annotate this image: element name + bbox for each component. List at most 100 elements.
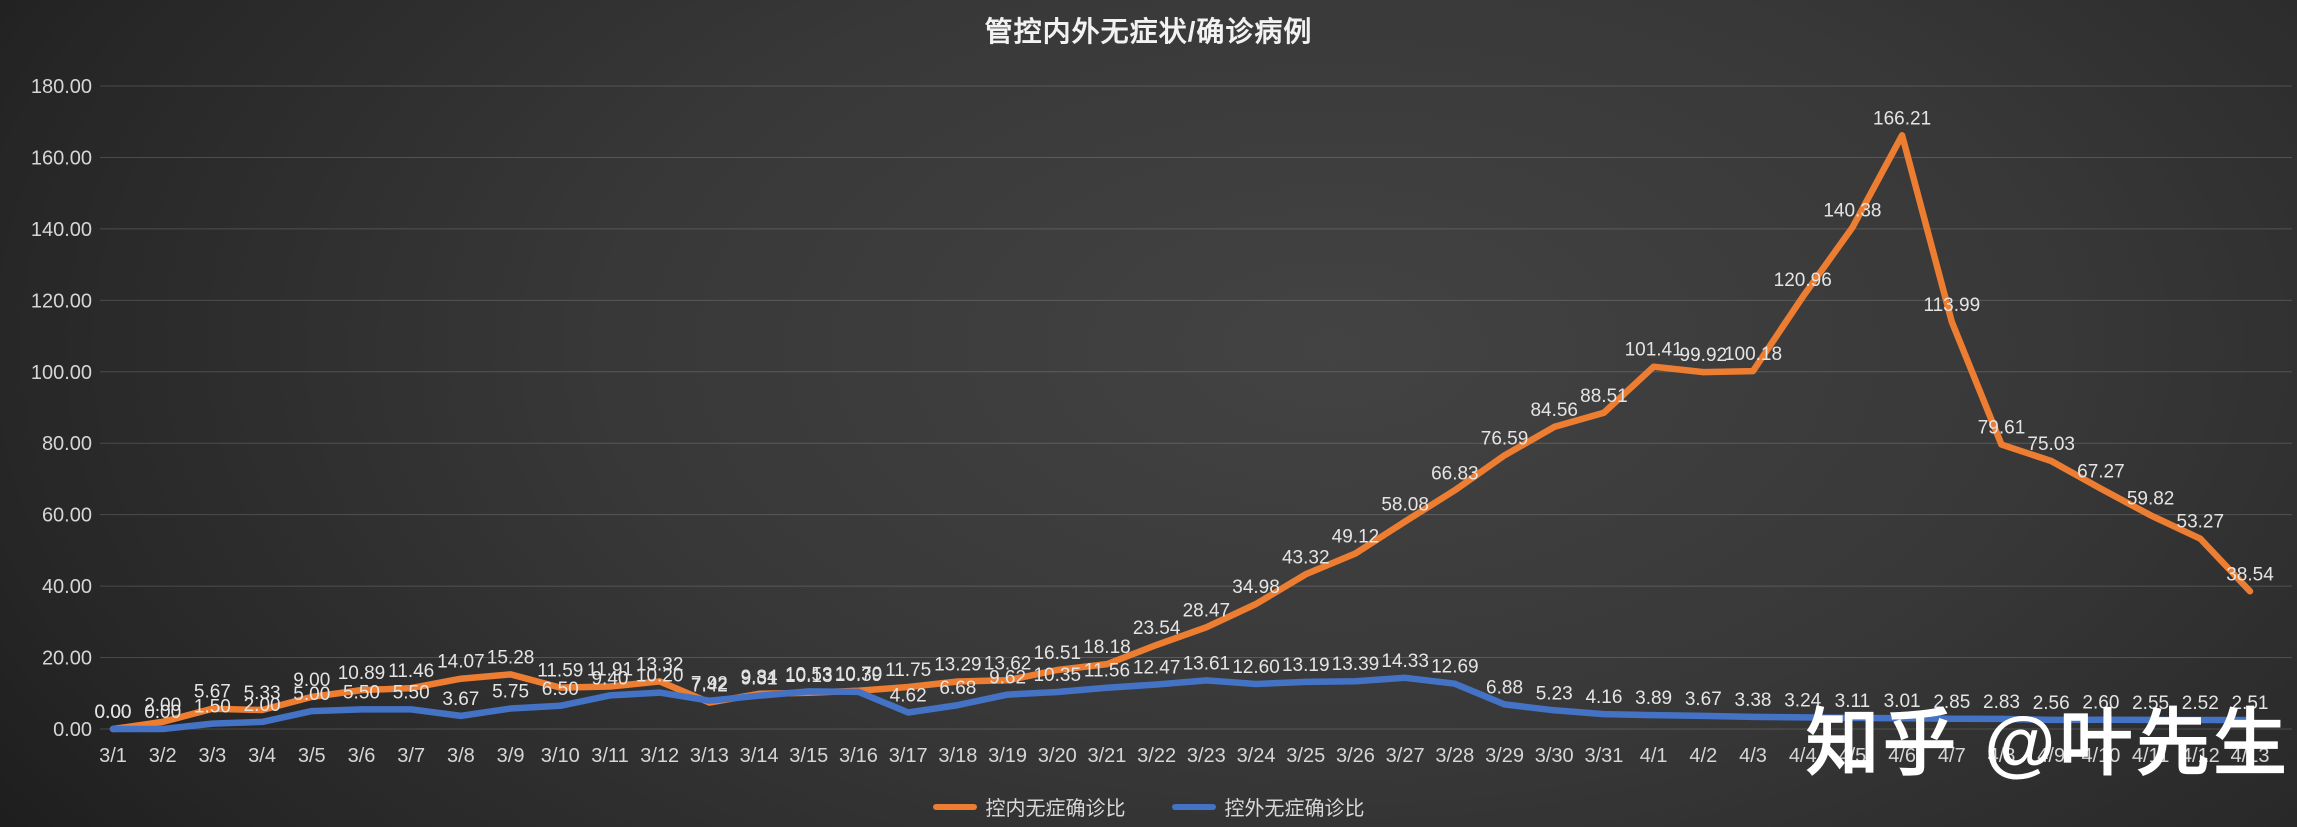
legend-swatch-outer [1171, 803, 1216, 810]
data-label-outer: 2.00 [244, 695, 281, 716]
data-label-outer: 2.60 [2082, 693, 2119, 714]
x-tick-label: 4/11 [2132, 745, 2169, 767]
data-label-outer: 11.56 [1084, 661, 1130, 682]
x-tick-label: 4/9 [2037, 745, 2065, 767]
data-label-inner: 11.91 [587, 659, 633, 680]
data-label-outer: 2.51 [2232, 693, 2269, 714]
series-line-outer [109, 674, 2254, 733]
data-label-outer: 13.61 [1183, 653, 1231, 674]
data-label-inner: 66.83 [1431, 463, 1479, 484]
data-label-outer: 3.11 [1835, 691, 1871, 712]
data-label-outer: 3.24 [1784, 690, 1821, 711]
data-label-outer: 9.40 [591, 668, 628, 689]
data-label-inner: 84.56 [1530, 400, 1578, 421]
data-label-inner: 13.32 [636, 654, 684, 675]
data-label-inner: 79.61 [1978, 418, 2026, 439]
data-label-outer: 6.88 [1486, 677, 1523, 698]
x-tick-label: 3/4 [248, 745, 276, 767]
y-tick-label: 140.00 [31, 219, 92, 241]
data-label-outer: 10.35 [1033, 665, 1081, 686]
x-tick-label: 4/13 [2231, 745, 2270, 767]
x-tick-label: 3/20 [1038, 745, 1077, 767]
legend-item-outer: 控外无症确诊比 [1171, 792, 1365, 821]
x-tick-label: 3/6 [348, 745, 376, 767]
data-label-outer: 2.52 [2182, 693, 2219, 714]
y-tick-label: 60.00 [42, 505, 92, 527]
data-label-inner: 101.41 [1625, 340, 1683, 361]
data-label-inner: 166.21 [1873, 108, 1931, 129]
x-tick-label: 3/13 [690, 745, 729, 767]
data-label-outer: 14.33 [1381, 651, 1429, 672]
x-tick-label: 4/7 [1938, 745, 1966, 767]
data-label-outer: 0.00 [95, 702, 132, 723]
x-tick-label: 3/14 [740, 745, 779, 767]
x-tick-label: 3/19 [988, 745, 1027, 767]
x-tick-label: 4/1 [1640, 745, 1668, 767]
data-label-inner: 18.18 [1083, 637, 1131, 658]
x-tick-label: 3/1 [99, 745, 127, 767]
data-label-outer: 1.50 [194, 697, 231, 718]
data-label-outer: 3.38 [1735, 690, 1772, 711]
data-label-outer: 12.47 [1133, 657, 1181, 678]
y-tick-label: 100.00 [31, 362, 92, 384]
x-tick-label: 3/30 [1535, 745, 1574, 767]
data-label-inner: 120.96 [1774, 270, 1832, 291]
data-label-inner: 28.47 [1183, 600, 1231, 621]
data-label-inner: 9.84 [741, 667, 778, 688]
x-tick-label: 4/12 [2181, 745, 2220, 767]
x-tick-label: 3/17 [889, 745, 928, 767]
data-label-inner: 23.54 [1133, 618, 1181, 639]
data-label-outer: 2.55 [2132, 693, 2169, 714]
x-tick-label: 3/8 [447, 745, 475, 767]
data-label-inner: 34.98 [1232, 577, 1280, 598]
x-tick-label: 3/2 [149, 745, 177, 767]
x-tick-label: 4/10 [2081, 745, 2120, 767]
y-tick-label: 160.00 [31, 147, 92, 169]
x-tick-label: 3/27 [1386, 745, 1425, 767]
x-tick-label: 4/4 [1789, 745, 1817, 767]
data-label-inner: 15.28 [487, 647, 535, 668]
data-label-inner: 5.67 [194, 682, 231, 703]
x-tick-label: 4/6 [1888, 745, 1916, 767]
x-tick-label: 3/28 [1435, 745, 1474, 767]
data-label-inner: 88.51 [1580, 386, 1628, 407]
data-label-outer: 9.31 [741, 669, 778, 690]
legend-item-inner: 控内无症确诊比 [932, 792, 1126, 821]
x-tick-label: 3/15 [789, 745, 828, 767]
data-label-outer: 0.00 [144, 702, 181, 723]
data-label-outer: 5.50 [343, 682, 380, 703]
x-tick-label: 3/7 [397, 745, 425, 767]
data-label-outer: 9.62 [989, 668, 1026, 689]
x-tick-label: 3/11 [591, 745, 628, 767]
data-label-inner: 11.75 [885, 660, 931, 681]
x-tick-label: 3/31 [1584, 745, 1623, 767]
x-tick-label: 3/10 [541, 745, 580, 767]
data-label-inner: 0.00 [95, 702, 132, 723]
data-label-outer: 3.89 [1635, 688, 1672, 709]
data-label-outer: 5.75 [492, 681, 529, 702]
data-label-outer: 5.23 [1536, 683, 1573, 704]
x-tick-label: 4/3 [1739, 745, 1767, 767]
data-label-outer: 10.39 [835, 665, 883, 686]
data-label-inner: 59.82 [2127, 488, 2175, 509]
data-label-outer: 10.20 [636, 666, 684, 687]
data-label-outer: 12.60 [1232, 657, 1280, 678]
x-tick-label: 4/8 [1988, 745, 2016, 767]
x-tick-label: 3/16 [839, 745, 878, 767]
data-label-inner: 140.38 [1823, 201, 1881, 222]
data-label-outer: 4.62 [890, 685, 927, 706]
data-label-inner: 7.42 [691, 675, 728, 696]
x-tick-label: 3/5 [298, 745, 326, 767]
data-label-inner: 11.59 [537, 661, 583, 682]
data-label-outer: 6.50 [542, 679, 579, 700]
data-label-inner: 13.62 [984, 653, 1032, 674]
data-label-inner: 43.32 [1282, 547, 1330, 568]
data-label-inner: 14.07 [437, 652, 485, 673]
data-label-outer: 3.67 [1685, 689, 1722, 710]
data-label-inner: 2.00 [144, 695, 181, 716]
x-tick-label: 3/18 [938, 745, 977, 767]
chart-title: 管控内外无症状/确诊病例 [984, 16, 1313, 47]
x-tick-label: 3/26 [1336, 745, 1375, 767]
data-label-outer: 7.92 [691, 674, 728, 695]
